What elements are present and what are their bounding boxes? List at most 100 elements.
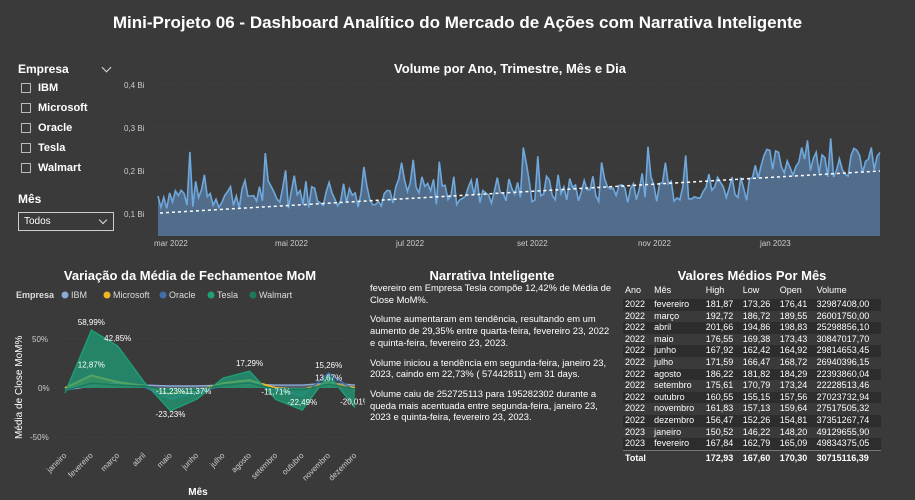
chevron-down-icon[interactable] [98,215,108,224]
mes-slicer-header: Mês [18,190,116,208]
table-cell: 2023 [623,438,653,451]
table-cell: junho [652,345,704,357]
checkbox-icon[interactable] [21,103,31,113]
series-area-tesla [65,330,355,411]
checkbox-icon[interactable] [21,143,31,153]
checkbox-icon[interactable] [21,123,31,133]
table-cell: 25298856,10 [814,322,881,334]
table-cell: 29814653,45 [814,345,881,357]
table-cell: 155,15 [740,391,778,404]
x-tick-label: março [99,451,121,473]
option-label: Oracle [38,122,73,134]
volume-chart[interactable]: 0,4 Bi 0,3 Bi 0,2 Bi 0,1 Bi mar 2022 mai… [120,76,890,254]
volume-chart-title: Volume por Ano, Trimestre, Mês e Dia [394,61,626,76]
column-header[interactable]: High [705,285,725,295]
table-cell: 146,22 [740,426,778,439]
x-tick-label: agosto [230,451,254,475]
table-cell: fevereiro [652,299,704,311]
column-header[interactable]: Volume [816,285,847,295]
column-header[interactable]: Low [742,285,760,295]
x-tick-label: mar 2022 [154,239,188,248]
x-tick-label: julho [208,451,227,470]
table-cell: março [652,310,704,323]
table-cell: 169,38 [740,333,778,346]
mes-slicer: Mês Todos [18,190,116,231]
table-cell: 171,59 [703,356,741,369]
narrative-paragraph: Volume iniciou a tendência em segunda-fe… [370,356,607,380]
empresa-option-walmart[interactable]: Walmart [21,158,116,178]
chevron-down-icon[interactable] [101,62,112,72]
column-header[interactable]: Open [779,285,802,295]
table-cell: 2022 [623,380,653,392]
x-tick-label: jul 2022 [395,239,425,248]
option-label: Tesla [38,142,66,154]
table-cell: 161,83 [703,403,741,415]
table-cell: 167,60 [740,449,778,465]
values-table: Ano Mês High Low Open Volume 2022 feverei… [623,283,881,465]
table-cell: 165,09 [777,438,815,451]
checkbox-icon[interactable] [21,163,31,173]
table-cell: 27023732,94 [814,391,881,404]
x-tick-label: maio [155,451,174,470]
table-cell: 176,55 [703,333,741,346]
table-cell: 181,87 [703,299,741,311]
table-cell: 166,47 [740,356,778,369]
x-tick-label: nov 2022 [638,239,671,248]
legend-item[interactable]: Walmart [259,290,293,300]
data-label: -11,71% [261,387,290,396]
table-row: 2022 outubro 160,55 155,15 157,56 27023732,94 [623,391,881,404]
table-cell: 157,13 [740,403,778,415]
table-cell: dezembro [652,414,704,427]
y-tick-label: 0% [38,384,50,393]
table-cell: novembro [652,403,704,415]
x-tick-label: fevereiro [66,451,95,480]
data-label: 12,87% [78,360,105,369]
table-cell: agosto [652,368,704,381]
table-cell: 159,64 [777,403,815,415]
table-cell: 198,83 [777,322,815,334]
x-tick-label: junho [179,451,200,472]
empresa-slicer-header[interactable]: Empresa [18,60,116,78]
table-cell: 2022 [623,333,653,346]
x-tick-label: mai 2022 [275,239,308,248]
empresa-option-ibm[interactable]: IBM [21,78,116,98]
legend-item[interactable]: IBM [71,290,87,300]
mes-dropdown[interactable]: Todos [18,212,114,231]
legend-item[interactable]: Oracle [169,290,196,300]
table-cell: 192,72 [703,310,741,323]
narrative-paragraph: Volume aumentaram em tendência, resultan… [370,313,610,348]
x-tick-label: janeiro [44,451,68,475]
volume-line [157,138,881,211]
column-header[interactable]: Ano [625,285,642,295]
y-axis-title: Média de Close MoM% [14,336,25,439]
legend-item[interactable]: Tesla [217,290,238,300]
table-cell: 172,93 [703,449,741,465]
x-tick-label: set 2022 [517,239,548,248]
table-row: 2023 fevereiro 167,84 162,79 165,09 49834375,… [623,438,881,451]
table-cell: 26940396,15 [814,356,881,369]
legend-item[interactable]: Microsoft [113,290,150,300]
legend-marker [61,291,69,299]
option-label: IBM [38,82,59,94]
data-label: -22,49% [287,398,317,407]
option-label: Microsoft [38,102,88,114]
table-cell: 170,79 [740,380,778,392]
column-header[interactable]: Mês [654,285,672,295]
checkbox-icon[interactable] [21,83,31,93]
table-cell: 152,26 [740,414,778,427]
table-cell: 168,72 [777,356,815,369]
mom-chart[interactable]: Empresa IBM Microsoft Oracle Tesla Walmart 58… [10,284,365,500]
legend-marker [249,291,257,299]
table-cell: Total [623,449,653,465]
empresa-option-tesla[interactable]: Tesla [21,138,116,158]
table-cell: 164,92 [777,345,815,357]
x-tick-label: outubro [280,451,306,477]
table-cell: 186,72 [740,310,778,323]
table-row: 2022 novembro 161,83 157,13 159,64 27517505,3… [623,403,881,415]
table-cell: 32987408,00 [814,299,881,311]
empresa-option-microsoft[interactable]: Microsoft [21,98,116,118]
table-cell: 167,92 [703,345,741,357]
empresa-option-oracle[interactable]: Oracle [21,118,116,138]
table-cell: 173,24 [777,380,815,392]
mes-dropdown-value: Todos [24,216,51,227]
